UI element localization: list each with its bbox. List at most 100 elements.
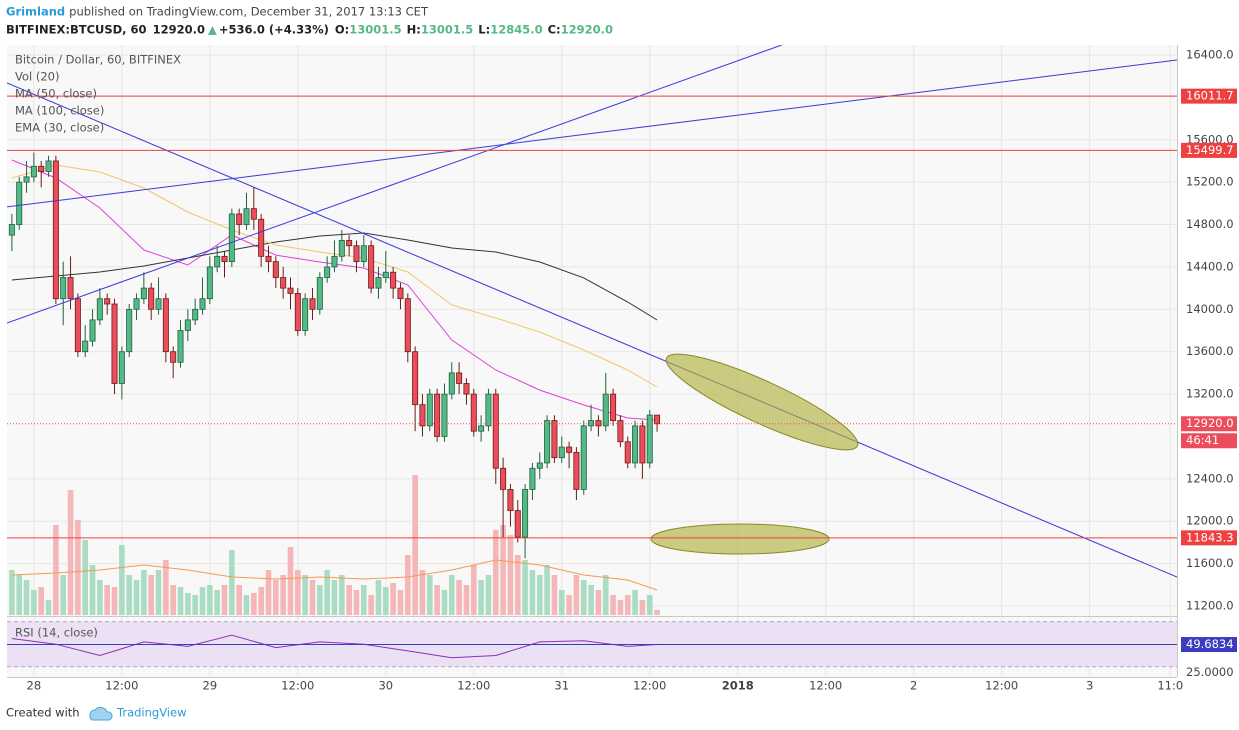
candle-body <box>236 213 243 225</box>
volume-bar <box>353 590 360 615</box>
candle-body <box>412 351 419 406</box>
y-tick-label: 15600.0 <box>1186 132 1234 146</box>
volume-bar <box>463 585 470 615</box>
volume-bar <box>155 570 162 615</box>
volume-bar <box>654 610 660 615</box>
volume-bar <box>75 520 81 615</box>
candle-body <box>294 293 301 331</box>
volume-bar <box>141 570 147 615</box>
volume-bar <box>221 585 228 615</box>
axis-layer: 28 12:00 29 12:00 30 12:00 31 12:00 2018 12:00 2 12… <box>0 677 1239 696</box>
volume-bar <box>639 600 646 615</box>
volume-bar <box>148 575 154 615</box>
volume-bar <box>229 550 235 615</box>
logo-icon <box>89 706 113 721</box>
last-price-label-box <box>1181 416 1237 432</box>
candle-body <box>316 277 323 310</box>
candle-body <box>228 213 235 263</box>
candle-body <box>23 176 30 183</box>
volume-bar <box>390 583 396 615</box>
candle-body <box>463 383 470 395</box>
volume-bar <box>397 590 404 615</box>
x-tick-label: 3 <box>1086 679 1093 693</box>
candle-body <box>45 160 52 172</box>
candle-body <box>485 393 492 427</box>
y-tick-label: 13200.0 <box>1186 387 1234 401</box>
candle-body <box>170 351 177 363</box>
trend-line <box>7 59 1177 208</box>
candle-body <box>272 261 279 278</box>
x-tick-label: 11:0 <box>1157 679 1183 693</box>
candle-body <box>287 287 294 294</box>
candle-body <box>258 218 265 257</box>
volume-bar <box>177 587 184 615</box>
x-tick-label: 12:00 <box>985 679 1018 693</box>
volume-bar <box>38 587 45 615</box>
volume-bar <box>16 575 23 615</box>
candle-body <box>148 287 155 310</box>
candle-body <box>82 340 89 353</box>
volume-bar <box>331 580 338 615</box>
volume-bar <box>67 490 74 615</box>
volume-bar <box>89 565 96 615</box>
volume-bar <box>544 565 550 615</box>
candle-body <box>500 467 507 490</box>
overlay-layer <box>7 95 1177 539</box>
candle-body <box>324 266 331 278</box>
volume-bar <box>236 585 242 615</box>
rsi-value-label: 49.6834 <box>1186 637 1234 651</box>
volume-bar <box>580 580 587 615</box>
candle-body <box>8 224 15 236</box>
volume-bar <box>595 590 602 615</box>
volume-bar <box>617 600 624 615</box>
candle-body <box>38 165 45 172</box>
volume-bar <box>426 575 433 615</box>
candle-body <box>529 467 536 490</box>
candle-body <box>536 462 543 469</box>
candle-body <box>250 208 257 220</box>
hline-label-box <box>1181 88 1237 104</box>
candle-body <box>243 208 250 225</box>
rsi-legend: RSI (14, close) <box>15 626 98 640</box>
candle-body <box>126 308 133 353</box>
volume-bar <box>522 560 528 615</box>
change: +536.0 (+4.33%) <box>219 23 329 37</box>
x-tick-label: 12:00 <box>809 679 842 693</box>
candle-body <box>74 298 81 353</box>
candle-body <box>514 510 521 538</box>
candle-body <box>30 165 37 178</box>
volume-bar <box>23 580 30 615</box>
volume-ma-line <box>11 559 658 591</box>
candle-body <box>558 446 565 459</box>
candle-body <box>214 255 221 268</box>
candle-body <box>16 181 23 225</box>
trendline-layer <box>7 45 1177 578</box>
candle-body <box>206 266 213 300</box>
volume-bar <box>551 575 558 615</box>
ohlc-label: O: <box>335 23 349 37</box>
candle-body <box>96 298 103 321</box>
candle-body <box>580 425 587 490</box>
hline-label: 11843.3 <box>1186 530 1234 544</box>
y-tick-label: 14000.0 <box>1186 302 1234 316</box>
candle-body <box>448 372 455 395</box>
legend-entry: Vol (20) <box>15 70 59 84</box>
volume-bar <box>104 585 110 615</box>
candle-body <box>456 372 463 384</box>
footer-brand[interactable]: TradingView <box>116 706 186 720</box>
candle-body <box>331 255 338 268</box>
candle-body <box>353 245 360 263</box>
last-price-label: 12920.0 <box>1186 416 1234 430</box>
volume-bar <box>60 575 67 615</box>
volume-bar <box>163 560 169 615</box>
volume-bar <box>412 475 418 615</box>
volume-bar <box>324 570 330 615</box>
volume-bar <box>111 587 118 615</box>
legend-title: Bitcoin / Dollar, 60, BITFINEX <box>15 53 181 67</box>
candle-body <box>155 298 162 310</box>
candle-body <box>434 393 441 437</box>
volume-bar <box>478 580 484 615</box>
volume-bar <box>185 593 191 615</box>
volume-bar <box>536 575 543 615</box>
candle-body <box>368 245 375 289</box>
